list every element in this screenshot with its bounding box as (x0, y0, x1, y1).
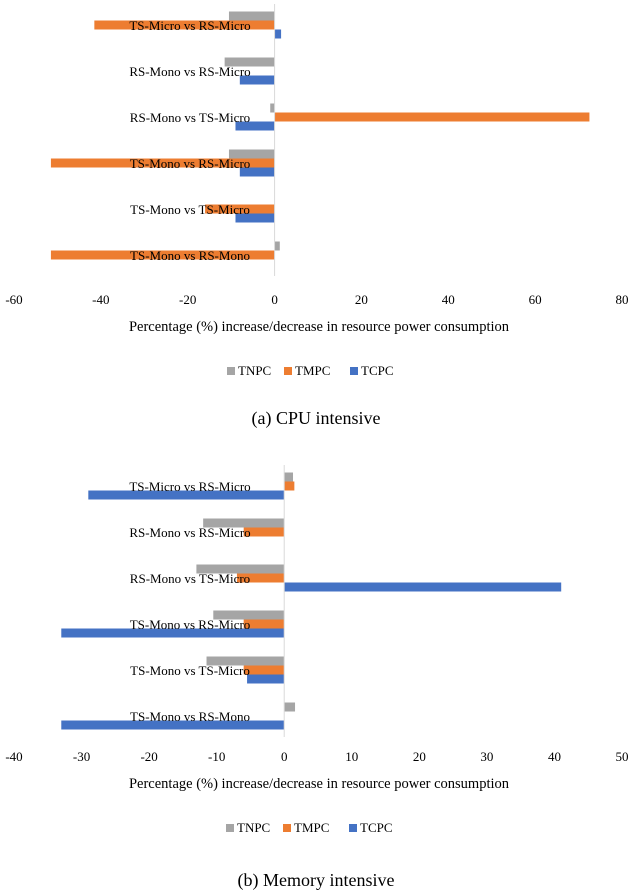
bar-tmpc-3 (236, 573, 285, 583)
category-label: TS-Mono vs RS-Micro (130, 156, 251, 171)
chart-cpu-intensive: TS-Micro vs RS-Micro RS-Mono vs RS-Micro R… (5, 4, 629, 429)
bar-tnpc-2 (203, 518, 285, 528)
category-label: TS-Mono vs TS-Micro (130, 202, 250, 217)
bar-tnpc-2 (224, 57, 275, 67)
bar-tmpc-3 (274, 112, 590, 122)
legend-label-tcpc: TCPC (360, 820, 393, 835)
x-tick-label: 0 (281, 749, 288, 764)
bar-tnpc-1 (284, 472, 294, 482)
bar-tcpc-4 (61, 628, 285, 638)
x-tick-label: -10 (208, 749, 225, 764)
bar-tnpc-3 (270, 103, 275, 113)
bar-tcpc-4 (239, 167, 275, 177)
bar-tmpc-4 (50, 158, 275, 168)
bar-tnpc-1 (228, 11, 275, 21)
bar-tmpc-5 (243, 665, 285, 675)
bar-tnpc-4 (228, 149, 275, 159)
legend-label-tmpc: TMPC (295, 363, 330, 378)
legend-swatch-tnpc (226, 824, 234, 832)
legend-swatch-tnpc (227, 367, 235, 375)
legend-swatch-tmpc (283, 824, 291, 832)
x-tick-label: 30 (480, 749, 493, 764)
category-label: RS-Mono vs TS-Micro (130, 110, 250, 125)
x-tick-label: -20 (179, 292, 196, 307)
chart-memory-intensive: TS-Micro vs RS-Micro RS-Mono vs RS-Micro R… (5, 465, 629, 891)
legend-swatch-tcpc (349, 824, 357, 832)
x-tick-label: 80 (616, 292, 629, 307)
bar-tnpc-5 (206, 656, 285, 666)
legend-label-tnpc: TNPC (237, 820, 270, 835)
category-label: TS-Mono vs RS-Mono (130, 248, 250, 263)
figure-caption: (b) Memory intensive (238, 870, 395, 891)
legend: TNPC TMPC TCPC (226, 820, 393, 835)
bar-tcpc-3 (284, 582, 562, 592)
x-tick-label: 50 (616, 749, 629, 764)
x-tick-label: 0 (271, 292, 278, 307)
bar-tmpc-1 (284, 481, 295, 491)
bar-tcpc-1 (274, 29, 282, 39)
bar-tcpc-6 (61, 720, 285, 730)
x-axis-label: Percentage (%) increase/decrease in reso… (129, 776, 510, 792)
x-tick-label: 20 (355, 292, 368, 307)
bar-tmpc-6 (50, 250, 275, 260)
bar-tcpc-2 (239, 75, 275, 85)
x-tick-label: 20 (413, 749, 426, 764)
x-tick-label: 40 (442, 292, 455, 307)
bar-tcpc-5 (235, 213, 275, 223)
category-label: RS-Mono vs RS-Micro (129, 64, 250, 79)
bar-tnpc-3 (196, 564, 285, 574)
x-tick-label: -30 (73, 749, 90, 764)
category-label: TS-Mono vs RS-Mono (130, 709, 250, 724)
legend-label-tcpc: TCPC (361, 363, 394, 378)
legend-label-tmpc: TMPC (294, 820, 329, 835)
category-label: TS-Micro vs RS-Micro (129, 18, 250, 33)
bar-tcpc-1 (88, 490, 285, 500)
legend-swatch-tcpc (350, 367, 358, 375)
x-tick-label: -40 (5, 749, 22, 764)
legend-label-tnpc: TNPC (238, 363, 271, 378)
x-tick-label: -20 (140, 749, 157, 764)
bar-tnpc-6 (274, 241, 280, 251)
bar-tnpc-4 (213, 610, 285, 620)
category-label: RS-Mono vs TS-Micro (130, 571, 250, 586)
x-tick-label: -40 (92, 292, 109, 307)
bar-tmpc-1 (94, 20, 275, 30)
bar-tnpc-6 (284, 702, 296, 712)
figure-caption: (a) CPU intensive (252, 408, 381, 429)
bar-tcpc-3 (235, 121, 275, 131)
legend: TNPC TMPC TCPC (227, 363, 394, 378)
bar-tcpc-5 (247, 674, 285, 684)
category-label: RS-Mono vs RS-Micro (129, 525, 250, 540)
x-tick-label: 60 (529, 292, 542, 307)
bar-tmpc-4 (243, 619, 285, 629)
bar-tmpc-2 (243, 527, 285, 537)
bar-tmpc-5 (205, 204, 275, 214)
x-axis-label: Percentage (%) increase/decrease in reso… (129, 319, 510, 335)
category-label: TS-Mono vs TS-Micro (130, 663, 250, 678)
x-tick-label: 10 (345, 749, 358, 764)
x-tick-label: -60 (5, 292, 22, 307)
legend-swatch-tmpc (284, 367, 292, 375)
category-label: TS-Micro vs RS-Micro (129, 479, 250, 494)
category-label: TS-Mono vs RS-Micro (130, 617, 251, 632)
x-tick-label: 40 (548, 749, 561, 764)
